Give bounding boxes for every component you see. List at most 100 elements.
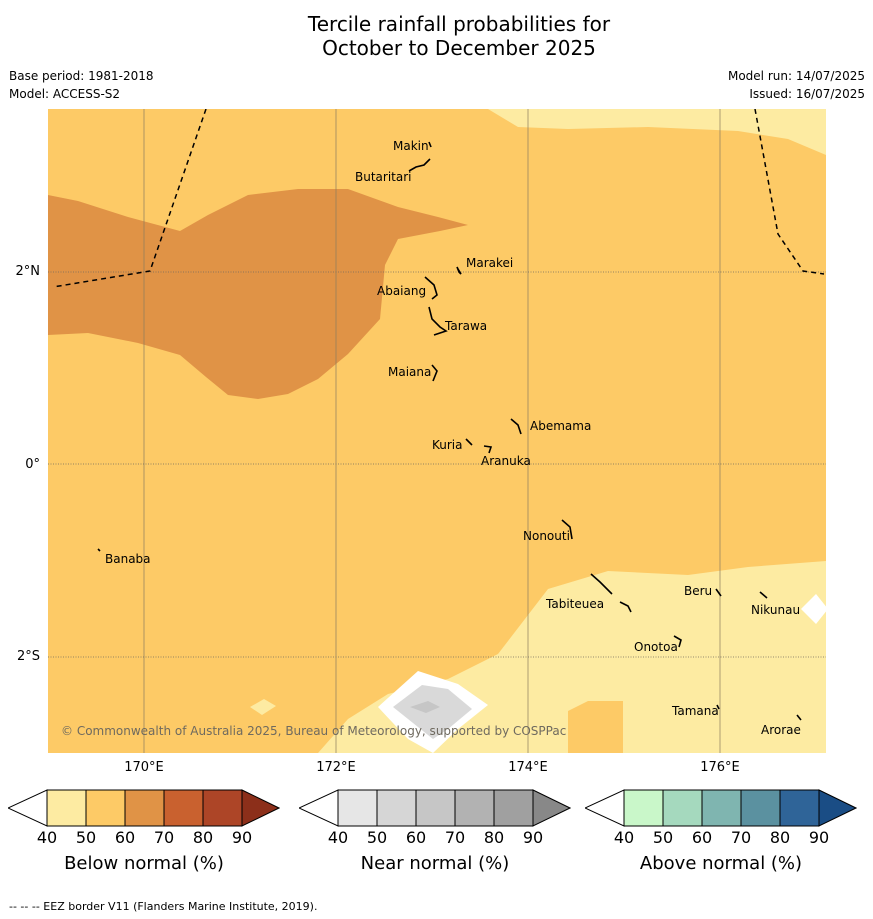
colorbar-near-swatch-5 [493,789,534,827]
lat-label-2n: 2°N [15,264,41,279]
colorbar-above-tick: 40 [613,828,635,847]
lon-label-172e: 172°E [316,760,356,775]
kuria-shape [465,438,473,446]
colorbar-above-swatch-2 [662,789,703,827]
colorbar-above-tick: 60 [691,828,713,847]
meta-left: Base period: 1981-2018 Model: ACCESS-S2 [9,67,154,103]
colorbar-below-tick: 50 [75,828,97,847]
colorbar-near-tick: 40 [327,828,349,847]
aranuka-shape [483,445,493,454]
lon-label-170e: 170°E [124,760,164,775]
colorbar-below-title: Below normal (%) [64,853,224,874]
tarawa-shape [428,306,448,336]
colorbar-below [8,789,280,827]
colorbar-near-swatch-1 [337,789,378,827]
island-label-nonouti: Nonouti [523,529,570,543]
colorbar-above-swatch-3 [701,789,742,827]
tamana-shape [716,704,720,710]
lon-label-174e: 174°E [508,760,548,775]
colorbar-near-swatch-3 [415,789,456,827]
lon-label-176e: 176°E [700,760,740,775]
eez-borders [52,109,825,288]
islands-outlines [97,141,802,721]
marakei-shape [456,266,462,275]
abemama-shape [510,418,522,435]
colorbar-near-swatch-over [532,789,571,827]
butaritari-shape [408,158,431,172]
arorae-shape [796,714,802,721]
colorbar-above-swatch-1 [623,789,664,827]
island-label-nikunau: Nikunau [751,603,801,617]
lat-label-2s: 2°S [16,649,40,664]
probability-map: Makin Butaritari Marakei Abaiang Tarawa … [48,109,826,753]
island-label-makin: Makin [393,139,429,153]
colorbar-below-tick: 70 [153,828,175,847]
colorbar-above-swatch-4 [740,789,781,827]
region-below-70 [48,189,468,399]
colorbar-above-swatch-5 [779,789,820,827]
colorbar-near-title: Near normal (%) [360,853,510,874]
island-label-maiana: Maiana [388,365,432,379]
colorbar-above-tick: 70 [730,828,752,847]
colorbar-below-swatch-4 [163,789,204,827]
island-label-abemama: Abemama [530,419,592,433]
region-below-50-patch [250,699,276,715]
colorbar-near-swatch-2 [376,789,417,827]
makin-shape [428,141,432,148]
colorbar-below-swatch-under [8,789,48,827]
copyright-text: © Commonwealth of Australia 2025, Bureau… [61,724,567,738]
island-label-butaritari: Butaritari [355,170,412,184]
colorbar-near-tick: 60 [405,828,427,847]
onotoa-shape [673,635,682,648]
gridlines [143,109,721,753]
abaiang-shape [424,276,438,300]
colorbar-above [585,789,857,827]
base-period-text: Base period: 1981-2018 [9,69,154,83]
nikunau-shape [759,591,768,599]
colorbar-below-tick: 80 [192,828,214,847]
nonouti-shape [561,519,573,540]
colorbar-above-swatches [585,789,857,827]
island-label-aranuka: Aranuka [481,454,531,468]
colorbar-near [299,789,571,827]
eez-footnote: -- -- -- EEZ border V11 (Flanders Marine… [9,900,318,913]
colorbar-near-swatch-under [299,789,339,827]
region-below-50-north [488,109,826,155]
meta-right: Model run: 14/07/2025 Issued: 16/07/2025 [728,67,865,103]
chart-title: Tercile rainfall probabilities for Octob… [0,12,873,60]
lat-label-0: 0° [25,457,40,472]
map-canvas [48,109,826,753]
island-label-tarawa: Tarawa [445,319,488,333]
colorbar-below-swatches [8,789,280,827]
parallels [48,271,826,658]
island-label-beru: Beru [684,584,713,598]
model-run-text: Model run: 14/07/2025 [727,69,865,83]
island-label-marakei: Marakei [466,256,514,270]
island-label-tamana: Tamana [672,704,719,718]
colorbar-near-swatch-4 [454,789,495,827]
colorbar-below-tick: 60 [114,828,136,847]
colorbar-near-tick: 50 [366,828,388,847]
eez-border-east [754,109,825,275]
island-label-abaiang: Abaiang [377,284,427,298]
colorbar-below-swatch-2 [85,789,126,827]
island-label-arorae: Arorae [761,723,801,737]
colorbar-below-swatch-5 [202,789,243,827]
island-label-banaba: Banaba [105,552,151,566]
tabiteuea-south-shape [619,601,632,613]
island-label-tabiteuea: Tabiteuea [546,597,605,611]
banaba-shape [97,548,101,552]
region-near-50 [393,685,472,739]
beru-shape [715,588,722,597]
issued-text: Issued: 16/07/2025 [749,87,865,101]
colorbar-near-tick: 80 [483,828,505,847]
colorbar-near-swatches [299,789,571,827]
colorbar-below-swatch-3 [124,789,165,827]
colorbar-near-tick: 90 [522,828,544,847]
colorbar-above-title: Above normal (%) [639,853,803,874]
colorbar-below-swatch-over [241,789,280,827]
model-text: Model: ACCESS-S2 [9,87,121,101]
title-line-2: October to December 2025 [322,36,596,60]
colorbar-below-tick: 90 [231,828,253,847]
island-label-kuria: Kuria [432,438,463,452]
